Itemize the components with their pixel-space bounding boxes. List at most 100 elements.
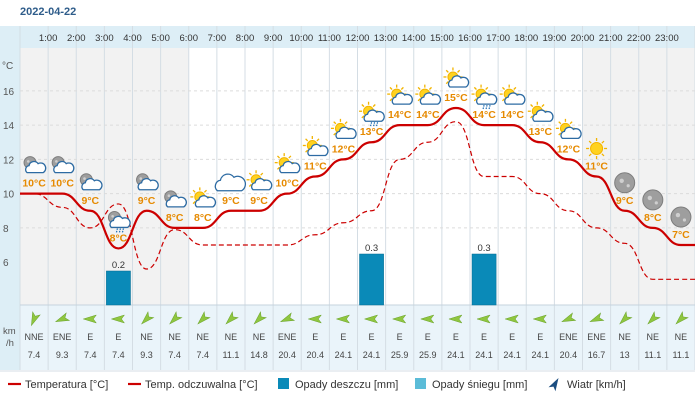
wind-speed-label: 20.4: [307, 350, 325, 360]
temperature-labels: 10°C 10°C 9°C 8°C 9°C 8°C 8°C 9°C 9°C 10°C 11°C 12°…: [22, 92, 690, 244]
temperature-value-label: 11°C: [585, 161, 608, 173]
temperature-lines: [20, 106, 695, 280]
wind-arrow-icon: [31, 311, 41, 327]
legend-item: Temperatura [°C]: [8, 379, 108, 391]
weather-icons: [23, 67, 692, 233]
hour-label: 20:00: [571, 33, 595, 44]
wind-direction-label: ENE: [278, 332, 297, 342]
legend-item: Opady deszczu [mm]: [278, 378, 398, 391]
partly-sunny-icon: [555, 118, 582, 140]
wind-arrow-icon: [197, 311, 211, 325]
temperature-value-label: 14°C: [388, 109, 412, 121]
wind-speed-label: 24.1: [475, 350, 493, 360]
temperature-value-label: 8°C: [110, 232, 128, 244]
hour-label: 2:00: [67, 33, 86, 44]
wind-direction-label: E: [425, 332, 431, 342]
rain-value-label: 0.2: [112, 260, 125, 271]
partly-sunny-icon: [499, 84, 526, 105]
partly-sunny-icon: [246, 170, 273, 191]
wind-arrow-icon: [448, 314, 463, 324]
hour-label: 18:00: [514, 33, 538, 44]
temperature-axis: °C 6 8 10 12 14 16: [2, 61, 15, 269]
rain-bars: 0.2 0.3 0.3: [106, 243, 497, 306]
wind-arrow-icon: [335, 314, 351, 324]
temperature-value-label: 8°C: [166, 212, 184, 224]
forecast-date: 2022-04-22: [20, 6, 76, 18]
cloudy-night-icon: [79, 173, 103, 191]
moon-icon: [670, 206, 692, 228]
wind-speed-label: 20.4: [560, 350, 578, 360]
hour-label: 9:00: [264, 33, 283, 44]
wind-arrow-icon: [476, 314, 491, 324]
rain-bar: [359, 253, 384, 306]
temperature-tick-label: 6: [3, 258, 9, 269]
partly-sunny-icon: [527, 101, 554, 122]
temperature-value-label: 15°C: [444, 92, 468, 104]
moon-icon: [642, 189, 664, 211]
moon-icon: [614, 172, 636, 194]
wind-speed-label: 7.4: [197, 350, 210, 360]
temperature-value-label: 7°C: [672, 229, 690, 241]
wind-speed-label: 24.1: [532, 350, 550, 360]
temperature-tick-label: 12: [3, 155, 15, 166]
wind-arrow-icon: [675, 311, 689, 325]
wind-arrow-icon: [82, 314, 97, 324]
partly-sunny-icon: [330, 118, 357, 140]
hour-label: 1:00: [39, 33, 58, 44]
wind-direction-label: E: [509, 332, 515, 342]
temperature-tick-label: 14: [3, 121, 15, 132]
legend-label: Opady śniegu [mm]: [432, 379, 527, 391]
temperature-value-label: 9°C: [616, 195, 634, 207]
temperature-tick-label: 8: [3, 224, 9, 235]
temperature-value-label: 9°C: [222, 195, 240, 207]
wind-direction-label: NE: [197, 332, 210, 342]
wind-speed-label: 11.1: [223, 350, 240, 360]
wind-arrow-icon: [141, 311, 155, 325]
temperature-value-label: 10°C: [275, 178, 299, 190]
wind-speed-label: 7.4: [84, 350, 97, 360]
wind-speed-label: 9.3: [140, 350, 153, 360]
wind-direction-label: E: [340, 332, 346, 342]
legend-label: Opady deszczu [mm]: [295, 379, 398, 391]
wind-speed-label: 11.1: [644, 350, 661, 360]
rain-sun-icon: [359, 101, 385, 127]
legend-item: Opady śniegu [mm]: [415, 378, 527, 391]
temperature-tick-label: 16: [3, 87, 15, 98]
hour-label: 19:00: [542, 33, 566, 44]
wind-arrow-icon: [54, 312, 71, 323]
wind-arrow-icon: [561, 312, 577, 323]
legend-label: Temperatura [°C]: [25, 379, 108, 391]
partly-sunny-icon: [302, 136, 329, 157]
temperature-value-label: 9°C: [82, 195, 100, 207]
wind-speed-label: 24.1: [447, 350, 465, 360]
wind-arrow-icon: [279, 312, 296, 323]
temperature-value-label: 14°C: [416, 109, 440, 121]
legend-label: Temp. odczuwalna [°C]: [145, 379, 258, 391]
axis-side-band: [0, 26, 20, 370]
wind-direction-label: E: [312, 332, 318, 342]
wind-speed-label: 7.4: [168, 350, 181, 360]
rain-value-label: 0.3: [477, 243, 490, 254]
wind-speed-label: 9.3: [56, 350, 69, 360]
wind-unit-h: /h: [6, 338, 14, 349]
wind-arrow-icon: [589, 312, 605, 323]
temperature-value-label: 10°C: [22, 178, 46, 190]
hour-label: 12:00: [346, 33, 370, 44]
rain-value-label: 0.3: [365, 243, 378, 254]
wind-arrow-icon: [307, 314, 322, 324]
wind-arrow-icon: [419, 314, 435, 324]
wind-speed-label: 24.1: [503, 350, 521, 360]
temperature-value-label: 11°C: [304, 161, 327, 173]
wind-direction-label: ENE: [587, 332, 606, 342]
cloudy-night-icon: [51, 156, 75, 174]
temperature-value-label: 8°C: [644, 212, 662, 224]
legend-item: Wiatr [km/h]: [548, 377, 626, 392]
temperature-value-label: 8°C: [194, 212, 212, 224]
wind-direction-label: NE: [225, 332, 238, 342]
wind-row: km/hNNE7.4ENE9.3E7.4E7.4NE9.3NE7.4NE7.4N…: [3, 311, 689, 360]
wind-direction-label: E: [453, 332, 459, 342]
wind-speed-label: 24.1: [363, 350, 381, 360]
partly-sunny-icon: [443, 67, 470, 88]
wind-direction-label: ENE: [53, 332, 72, 342]
